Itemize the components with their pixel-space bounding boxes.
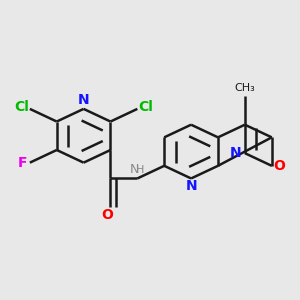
- Text: N: N: [78, 93, 89, 107]
- Text: O: O: [101, 208, 113, 222]
- Text: N: N: [230, 146, 242, 160]
- Text: F: F: [18, 156, 28, 170]
- Text: Cl: Cl: [14, 100, 29, 114]
- Text: O: O: [274, 159, 286, 173]
- Text: Cl: Cl: [138, 100, 153, 114]
- Text: N: N: [130, 163, 140, 176]
- Text: N: N: [185, 179, 197, 194]
- Text: H: H: [136, 165, 144, 175]
- Text: CH₃: CH₃: [235, 83, 255, 93]
